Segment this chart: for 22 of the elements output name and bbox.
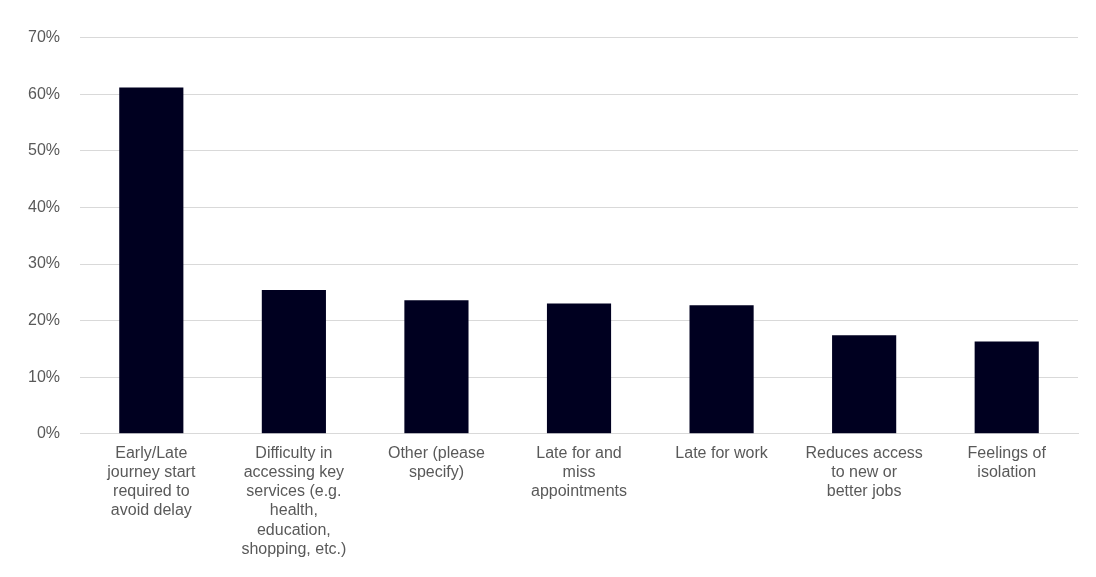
x-tick-label: Other (please specify) <box>387 443 486 481</box>
y-tick-label: 50% <box>27 141 61 159</box>
y-tick-label: 10% <box>27 367 61 385</box>
y-tick-label: 40% <box>27 197 61 215</box>
x-tick-label: Late for work <box>675 443 769 461</box>
bar <box>974 341 1039 434</box>
y-tick-label: 60% <box>27 84 61 102</box>
bar <box>689 305 754 434</box>
x-tick-label: Late for and miss appointments <box>530 443 628 500</box>
x-tick-label: Feelings of isolation <box>967 443 1047 481</box>
bar <box>261 290 326 434</box>
bar <box>832 335 897 434</box>
y-tick-label: 20% <box>27 311 61 329</box>
bar <box>546 303 612 434</box>
bar <box>119 87 184 434</box>
y-tick-label: 70% <box>27 28 61 46</box>
y-tick-label: 0% <box>36 424 61 442</box>
bar <box>404 300 469 434</box>
x-tick-label: Reduces access to new or better jobs <box>805 443 923 500</box>
x-tick-label: Early/Late journey start required to avoid delay <box>106 443 196 519</box>
x-tick-label: Difficulty in accessing key services (e.g. health, education, shopping, etc.) <box>241 443 347 557</box>
y-tick-label: 30% <box>27 254 61 272</box>
